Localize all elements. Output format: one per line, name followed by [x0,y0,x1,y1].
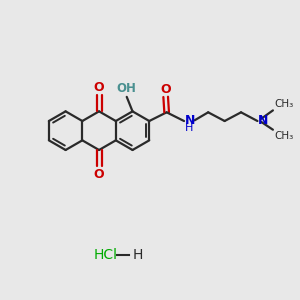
Text: CH₃: CH₃ [274,99,293,109]
Text: O: O [94,80,104,94]
Text: N: N [258,114,268,127]
Text: CH₃: CH₃ [274,131,293,141]
Text: H: H [133,248,143,262]
Text: O: O [94,168,104,181]
Text: N: N [185,114,196,127]
Text: O: O [160,83,171,96]
Text: HCl: HCl [94,248,118,262]
Text: OH: OH [117,82,137,95]
Text: H: H [185,123,194,133]
